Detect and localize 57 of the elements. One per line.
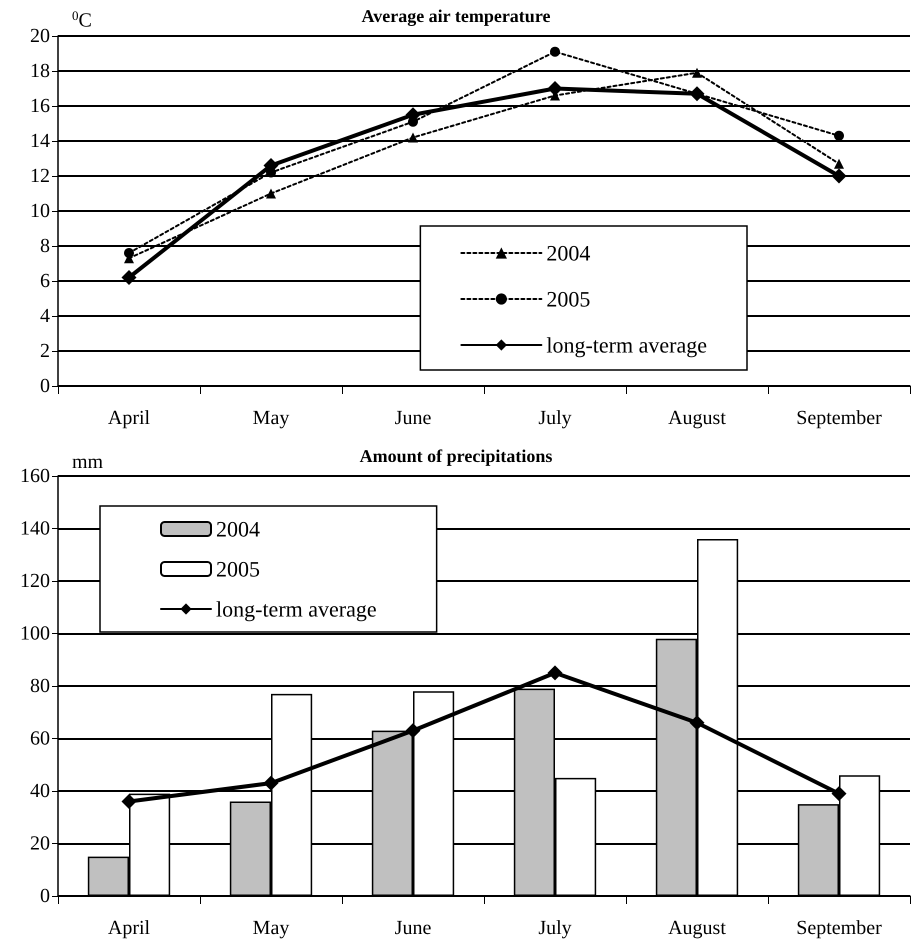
y-tick-label: 160 [20, 465, 50, 487]
x-tick-label: May [252, 917, 290, 939]
point [550, 46, 560, 57]
x-tick-label: August [668, 407, 726, 429]
y-tick-label: 140 [20, 518, 50, 540]
point [266, 188, 276, 198]
point [832, 786, 846, 802]
point [264, 776, 278, 791]
point [122, 794, 136, 809]
y-tick-label: 0 [40, 375, 50, 397]
y-axis-title: mm [72, 451, 104, 473]
point [692, 68, 702, 78]
y-tick-label: 12 [30, 165, 50, 187]
x-tick-label: April [108, 407, 151, 429]
x-tick-label: May [252, 407, 290, 429]
legend-label: 2004 [546, 240, 590, 266]
point [832, 168, 846, 184]
point [122, 270, 136, 285]
y-tick-label: 10 [30, 200, 50, 222]
x-tick-label: June [394, 917, 432, 939]
y-tick-label: 60 [30, 728, 50, 750]
x-tick-label: July [538, 407, 572, 429]
point [124, 248, 134, 258]
chart-title: Average air temperature [362, 6, 550, 26]
point [408, 132, 418, 142]
x-tick-label: September [796, 407, 882, 429]
point [690, 715, 704, 730]
y-tick-label: 20 [30, 25, 50, 47]
y-tick-label: 20 [30, 832, 50, 854]
legend-label: long-term average [216, 596, 377, 622]
x-tick-label: June [394, 407, 432, 429]
x-tick-label: August [668, 917, 726, 939]
point [406, 723, 420, 738]
y-tick-label: 4 [40, 305, 50, 327]
x-tick-label: April [108, 917, 151, 939]
y-tick-label: 6 [40, 270, 50, 292]
x-tick-label: September [796, 917, 882, 939]
chart-title: Amount of precipitations [360, 446, 552, 466]
point [834, 158, 844, 169]
point [834, 130, 844, 141]
y-tick-label: 14 [30, 130, 50, 152]
y-tick-label: 120 [20, 570, 50, 592]
y-tick-label: 2 [40, 340, 50, 362]
y-tick-label: 8 [40, 235, 50, 257]
y-tick-label: 40 [30, 780, 50, 802]
legend-label: 2005 [216, 556, 260, 582]
point [548, 81, 562, 96]
y-tick-label: 80 [30, 675, 50, 697]
y-tick-label: 18 [30, 60, 50, 82]
legend-label: 2004 [216, 516, 260, 542]
legend-label: long-term average [546, 332, 707, 358]
y-tick-label: 0 [40, 885, 50, 907]
y-tick-label: 16 [30, 95, 50, 117]
x-tick-label: July [538, 917, 572, 939]
legend-label: 2005 [546, 286, 590, 312]
y-tick-label: 100 [20, 622, 50, 644]
point [548, 665, 562, 680]
